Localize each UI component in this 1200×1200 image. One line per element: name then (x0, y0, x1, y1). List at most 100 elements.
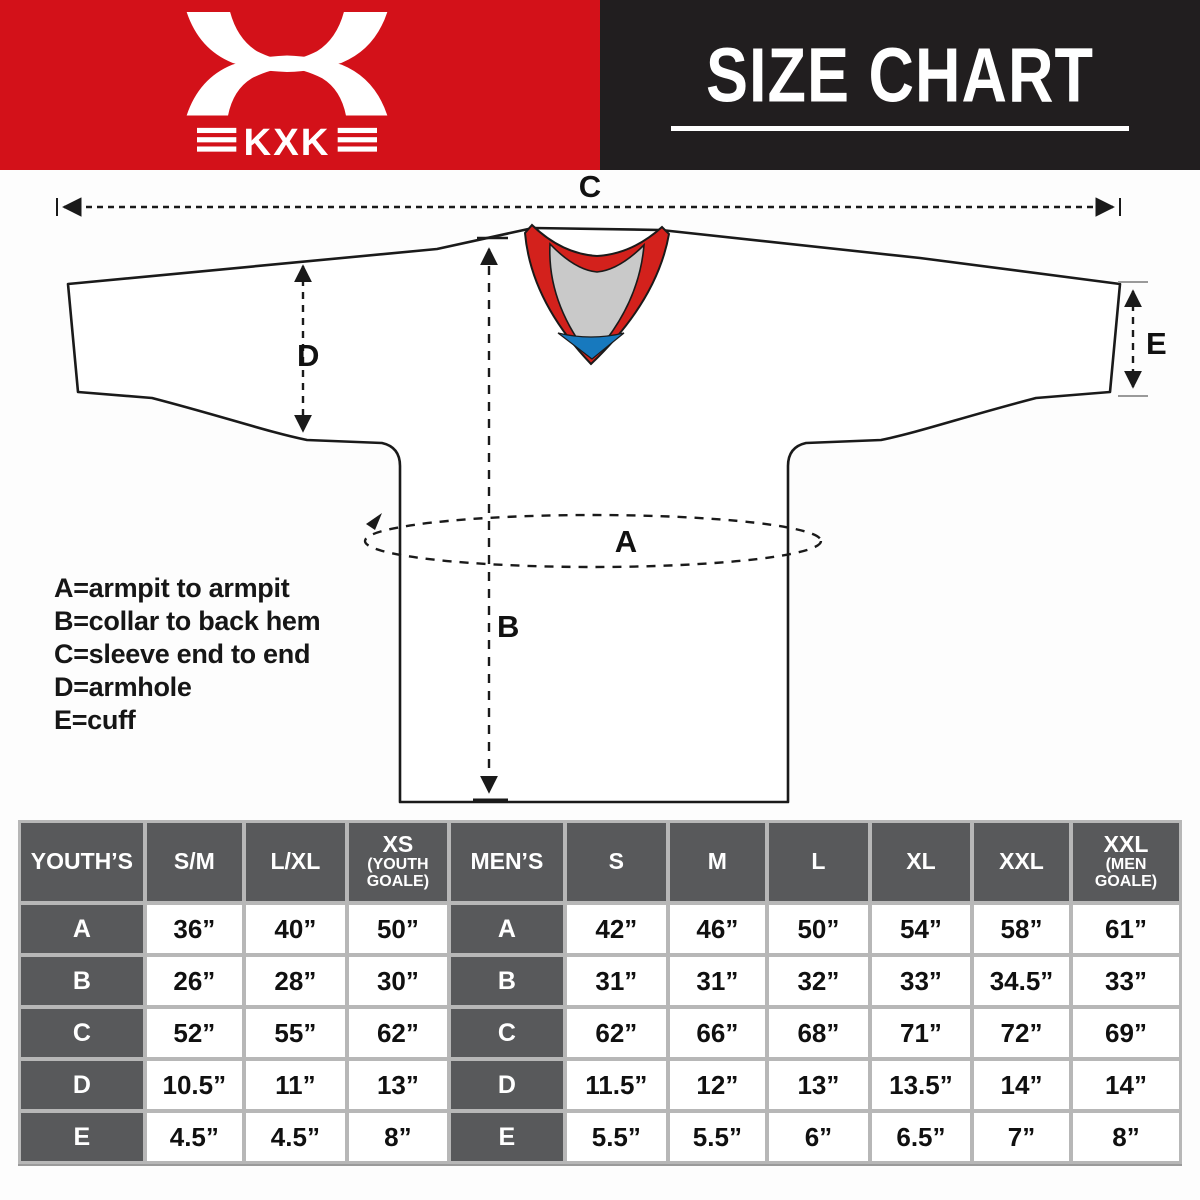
value-cell: 46” (669, 905, 765, 953)
row-label-cell: C (21, 1009, 143, 1057)
legend-line-b: B=collar to back hem (54, 606, 321, 636)
value-cell: 61” (1073, 905, 1179, 953)
kxk-logo-icon: KXK (186, 12, 388, 162)
value-cell: 50” (348, 905, 447, 953)
column-header-10: XXL (MEN GOALE) (1073, 823, 1179, 901)
value-cell: 33” (871, 957, 970, 1005)
column-header-label: S (608, 848, 624, 875)
value-cell: 31” (566, 957, 666, 1005)
row-label-cell: D (450, 1061, 563, 1109)
column-header-label: L/XL (270, 848, 321, 875)
value-cell: 66” (669, 1009, 765, 1057)
column-header-label: XXL (999, 848, 1044, 875)
value-cell: 52” (146, 1009, 242, 1057)
logo-text: KXK (244, 121, 331, 162)
row-label-cell: E (21, 1113, 143, 1161)
value-cell: 71” (871, 1009, 970, 1057)
dim-label-c: C (579, 170, 601, 204)
value-cell: 4.5” (245, 1113, 345, 1161)
value-cell: 11.5” (566, 1061, 666, 1109)
column-header-2: L/XL (245, 823, 345, 901)
value-cell: 72” (973, 1009, 1070, 1057)
row-label-cell: B (21, 957, 143, 1005)
value-cell: 36” (146, 905, 242, 953)
legend-line-c: C=sleeve end to end (54, 639, 311, 669)
dim-label-d: D (297, 338, 319, 373)
column-header-9: XXL (973, 823, 1070, 901)
value-cell: 5.5” (566, 1113, 666, 1161)
value-cell: 30” (348, 957, 447, 1005)
legend-line-e: E=cuff (54, 705, 136, 735)
brand-header-red-panel: KXK (0, 0, 600, 170)
value-cell: 26” (146, 957, 242, 1005)
value-cell: 6” (768, 1113, 868, 1161)
value-cell: 6.5” (871, 1113, 970, 1161)
value-cell: 54” (871, 905, 970, 953)
label-backing (605, 522, 647, 556)
column-header-label: M (707, 848, 727, 875)
title-header-black-panel: SIZE CHART (600, 0, 1200, 170)
column-header-sublabel: (YOUTH GOALE) (366, 856, 430, 890)
row-label-cell: A (21, 905, 143, 953)
value-cell: 68” (768, 1009, 868, 1057)
dim-ellipse-arrowhead (366, 513, 382, 530)
row-label-cell: E (450, 1113, 563, 1161)
legend-line-d: D=armhole (54, 672, 192, 702)
column-header-6: M (669, 823, 765, 901)
row-label-cell: B (450, 957, 563, 1005)
column-header-4: MEN’S (450, 823, 563, 901)
value-cell: 11” (245, 1061, 345, 1109)
column-header-3: XS (YOUTH GOALE) (348, 823, 447, 901)
value-cell: 13” (348, 1061, 447, 1109)
column-header-7: L (768, 823, 868, 901)
column-header-label: XL (906, 848, 936, 875)
column-header-0: YOUTH’S (21, 823, 143, 901)
dim-label-b: B (497, 609, 519, 644)
column-header-label: MEN’S (470, 848, 544, 875)
title-underline (671, 125, 1129, 131)
column-header-8: XL (871, 823, 970, 901)
collar-insert (557, 332, 625, 360)
value-cell: 13” (768, 1061, 868, 1109)
page-title: SIZE CHART (706, 32, 1094, 119)
value-cell: 42” (566, 905, 666, 953)
value-cell: 62” (348, 1009, 447, 1057)
measurement-legend: A=armpit to armpit B=collar to back hem … (54, 572, 321, 737)
column-header-label: S/M (173, 848, 215, 875)
value-cell: 62” (566, 1009, 666, 1057)
value-cell: 12” (669, 1061, 765, 1109)
value-cell: 33” (1073, 957, 1179, 1005)
value-cell: 55” (245, 1009, 345, 1057)
value-cell: 40” (245, 905, 345, 953)
legend-line-a: A=armpit to armpit (54, 573, 290, 603)
value-cell: 8” (348, 1113, 447, 1161)
value-cell: 69” (1073, 1009, 1179, 1057)
row-label-cell: D (21, 1061, 143, 1109)
value-cell: 28” (245, 957, 345, 1005)
value-cell: 50” (768, 905, 868, 953)
dim-label-a: A (615, 524, 637, 559)
column-header-label: L (811, 848, 826, 875)
size-table: YOUTH’S S/M L/XL XS (YOUTH GOALE) MEN’S S M L XL X… (18, 820, 1182, 1166)
dim-ellipse-a (363, 513, 823, 569)
value-cell: 34.5” (973, 957, 1070, 1005)
collar-inner (549, 242, 645, 360)
row-label-cell: A (450, 905, 563, 953)
column-header-sublabel: (MEN GOALE) (1094, 856, 1158, 890)
column-header-5: S (566, 823, 666, 901)
value-cell: 4.5” (146, 1113, 242, 1161)
value-cell: 32” (768, 957, 868, 1005)
value-cell: 58” (973, 905, 1070, 953)
jersey-measurement-diagram: C D B E A (56, 170, 1167, 804)
value-cell: 14” (973, 1061, 1070, 1109)
dim-label-e: E (1146, 326, 1167, 361)
value-cell: 8” (1073, 1113, 1179, 1161)
value-cell: 5.5” (669, 1113, 765, 1161)
column-header-label: XS (382, 831, 414, 858)
value-cell: 7” (973, 1113, 1070, 1161)
value-cell: 10.5” (146, 1061, 242, 1109)
column-header-label: XXL (1103, 831, 1149, 858)
column-header-1: S/M (146, 823, 242, 901)
value-cell: 14” (1073, 1061, 1179, 1109)
